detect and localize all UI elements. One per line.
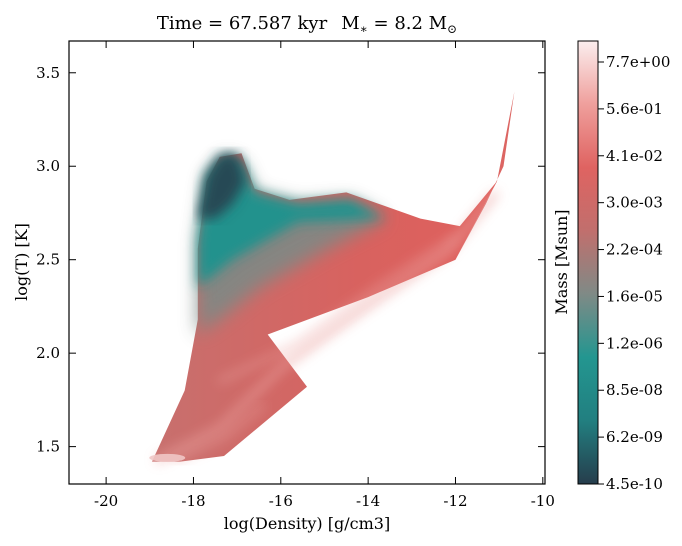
y-tick-label: 3.0 [36,157,60,175]
dark-cool-region [197,153,246,219]
y-tick-label: 1.5 [36,438,60,456]
title-time: Time = 67.587 kyr [157,13,328,34]
x-axis-label: log(Density) [g/cm3] [224,514,390,533]
colorbar-tick-label: 6.2e-09 [606,428,663,446]
x-tick-label: -14 [356,492,380,510]
colorbar-tick-label: 8.5e-08 [606,381,663,399]
colorbar-ticks: 4.5e-10 6.2e-09 8.5e-08 1.2e-06 1.6e-05 2.2e-… [598,53,670,493]
high-mass-spot [149,453,186,462]
colorbar-tick-label: 7.7e+00 [606,53,670,71]
x-tick-label: -12 [443,492,467,510]
x-tick-label: -16 [269,492,293,510]
mass-ridge-line [174,403,266,462]
title-mass-symbol: M [341,13,359,34]
title-mass-unit-subscript: ⊙ [447,22,457,36]
y-tick-label: 3.5 [36,64,60,82]
y-tick-label: 2.5 [36,251,60,269]
mass-ridge-line [155,191,498,463]
x-tick-label: -18 [181,492,205,510]
colorbar-tick-label: 5.6e-01 [606,100,663,118]
y-ticks: 1.5 2.0 2.5 3.0 3.5 [36,64,545,456]
colorbar-label: Mass [Msun] [552,209,571,314]
colorbar-tick-label: 1.2e-06 [606,334,663,352]
y-axis-label: log(T) [K] [12,223,31,301]
chart-title: Time = 67.587 kyr M∗ = 8.2 M⊙ [157,13,457,36]
colorbar-tick-label: 4.5e-10 [606,475,663,493]
colorbar-tick-label: 4.1e-02 [606,147,663,165]
title-mass-subscript: ∗ [360,22,368,36]
colorbar [577,40,599,485]
cool-region [197,156,386,335]
mass-ridge-line [217,235,458,384]
plot-frame [68,40,546,485]
y-tick-label: 2.0 [36,344,60,362]
x-tick-label: -20 [94,492,118,510]
heatmap-layer [149,91,515,463]
title-mass-value: = 8.2 M [368,13,447,34]
colorbar-tick-label: 1.6e-05 [606,287,663,305]
x-tick-label: -10 [531,492,555,510]
colorbar-tick-label: 3.0e-03 [606,194,663,212]
colorbar-tick-label: 2.2e-04 [606,241,663,259]
x-ticks: -20 -18 -16 -14 -12 -10 [94,41,555,510]
